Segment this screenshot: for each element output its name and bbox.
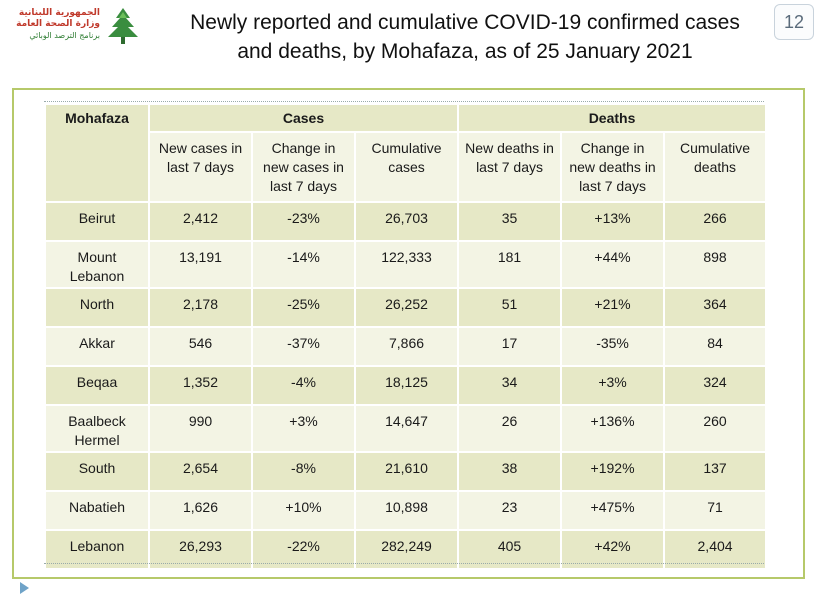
table-cell: 7,866 xyxy=(353,326,460,367)
table-cell: 260 xyxy=(663,404,768,453)
table-cell: 181 xyxy=(457,240,563,289)
table-cell: +136% xyxy=(560,404,666,453)
table-cell: 364 xyxy=(663,287,768,328)
column-header: New cases in last 7 days xyxy=(148,131,253,203)
region-name: Baalbeck Hermel xyxy=(44,404,150,453)
table-cell: 17 xyxy=(457,326,563,367)
table-cell: -37% xyxy=(251,326,356,367)
cedar-tree-icon xyxy=(108,8,138,44)
table-cell: +192% xyxy=(560,451,666,492)
table-cell: 14,647 xyxy=(353,404,460,453)
column-header: Change in new deaths in last 7 days xyxy=(560,131,666,203)
table-cell: -23% xyxy=(251,201,356,242)
table-cell: 23 xyxy=(457,490,563,531)
region-name: Nabatieh xyxy=(44,490,150,531)
header-cases: Cases xyxy=(147,103,460,133)
table-row: Beqaa 1,352 -4% 18,125 34 +3% 324 xyxy=(44,365,768,406)
table-cell: +3% xyxy=(251,404,356,453)
logo-line-2: وزارة الصحة العامة xyxy=(16,19,100,29)
region-name: Mount Lebanon xyxy=(44,240,150,289)
table-cell: 38 xyxy=(457,451,563,492)
play-icon[interactable] xyxy=(20,582,29,594)
column-header: Cumulative deaths xyxy=(663,131,768,203)
table-cell: 18,125 xyxy=(353,365,460,406)
divider-bottom xyxy=(44,563,764,564)
logo-text: الجمهورية اللبنانية وزارة الصحة العامة ب… xyxy=(8,8,100,41)
table-cell: 51 xyxy=(457,287,563,328)
table-cell: 2,654 xyxy=(148,451,253,492)
column-header: New deaths in last 7 days xyxy=(457,131,563,203)
table-cell: 71 xyxy=(663,490,768,531)
ministry-logo: الجمهورية اللبنانية وزارة الصحة العامة ب… xyxy=(8,6,138,48)
table-cell: 26,252 xyxy=(353,287,460,328)
divider-top xyxy=(44,101,764,102)
table-cell: 266 xyxy=(663,201,768,242)
table-cell: -4% xyxy=(251,365,356,406)
region-name: Akkar xyxy=(44,326,150,367)
table-cell: 122,333 xyxy=(353,240,460,289)
table-cell: -8% xyxy=(251,451,356,492)
table-cell: -35% xyxy=(560,326,666,367)
header-deaths: Deaths xyxy=(457,103,768,133)
table-cell: 898 xyxy=(663,240,768,289)
table-row: Nabatieh 1,626 +10% 10,898 23 +475% 71 xyxy=(44,490,768,531)
table-cell: +3% xyxy=(560,365,666,406)
table-cell: 2,412 xyxy=(148,201,253,242)
table-cell: -25% xyxy=(251,287,356,328)
table-cell: 546 xyxy=(148,326,253,367)
table-cell: 84 xyxy=(663,326,768,367)
table-cell: +44% xyxy=(560,240,666,289)
table-row: South 2,654 -8% 21,610 38 +192% 137 xyxy=(44,451,768,492)
table-cell: +13% xyxy=(560,201,666,242)
table-cell: 137 xyxy=(663,451,768,492)
table-row: North 2,178 -25% 26,252 51 +21% 364 xyxy=(44,287,768,328)
table-cell: 990 xyxy=(148,404,253,453)
region-name: North xyxy=(44,287,150,328)
region-name: Beirut xyxy=(44,201,150,242)
table-cell: 26,703 xyxy=(353,201,460,242)
page-number: 12 xyxy=(774,4,814,40)
table-frame xyxy=(12,88,805,579)
table-cell: 35 xyxy=(457,201,563,242)
table-row: Mount Lebanon 13,191 -14% 122,333 181 +44% 898 xyxy=(44,240,768,289)
table-cell: 34 xyxy=(457,365,563,406)
table-cell: +21% xyxy=(560,287,666,328)
table-cell: -14% xyxy=(251,240,356,289)
region-name: Beqaa xyxy=(44,365,150,406)
table-cell: +475% xyxy=(560,490,666,531)
table-cell: 1,626 xyxy=(148,490,253,531)
logo-line-3: برنامج الترصد الوبائي xyxy=(29,31,100,40)
table-cell: 13,191 xyxy=(148,240,253,289)
covid-table: Mohafaza Cases Deaths New cases in last … xyxy=(44,103,768,570)
table-cell: 1,352 xyxy=(148,365,253,406)
table-row: Akkar 546 -37% 7,866 17 -35% 84 xyxy=(44,326,768,367)
table-cell: +10% xyxy=(251,490,356,531)
page-title: Newly reported and cumulative COVID-19 c… xyxy=(160,8,770,66)
table-cell: 324 xyxy=(663,365,768,406)
region-name: South xyxy=(44,451,150,492)
table-cell: 21,610 xyxy=(353,451,460,492)
title-line-1: Newly reported and cumulative COVID-19 c… xyxy=(190,11,740,34)
column-header: Change in new cases in last 7 days xyxy=(251,131,356,203)
table-cell: 26 xyxy=(457,404,563,453)
table-row: Baalbeck Hermel 990 +3% 14,647 26 +136% 260 xyxy=(44,404,768,453)
table-row: Beirut 2,412 -23% 26,703 35 +13% 266 xyxy=(44,201,768,242)
title-line-2: and deaths, by Mohafaza, as of 25 Januar… xyxy=(237,40,693,63)
header-mohafaza: Mohafaza xyxy=(44,103,150,203)
column-header: Cumulative cases xyxy=(353,131,460,203)
logo-line-1: الجمهورية اللبنانية xyxy=(18,8,100,18)
table-cell: 2,178 xyxy=(148,287,253,328)
table-cell: 10,898 xyxy=(353,490,460,531)
